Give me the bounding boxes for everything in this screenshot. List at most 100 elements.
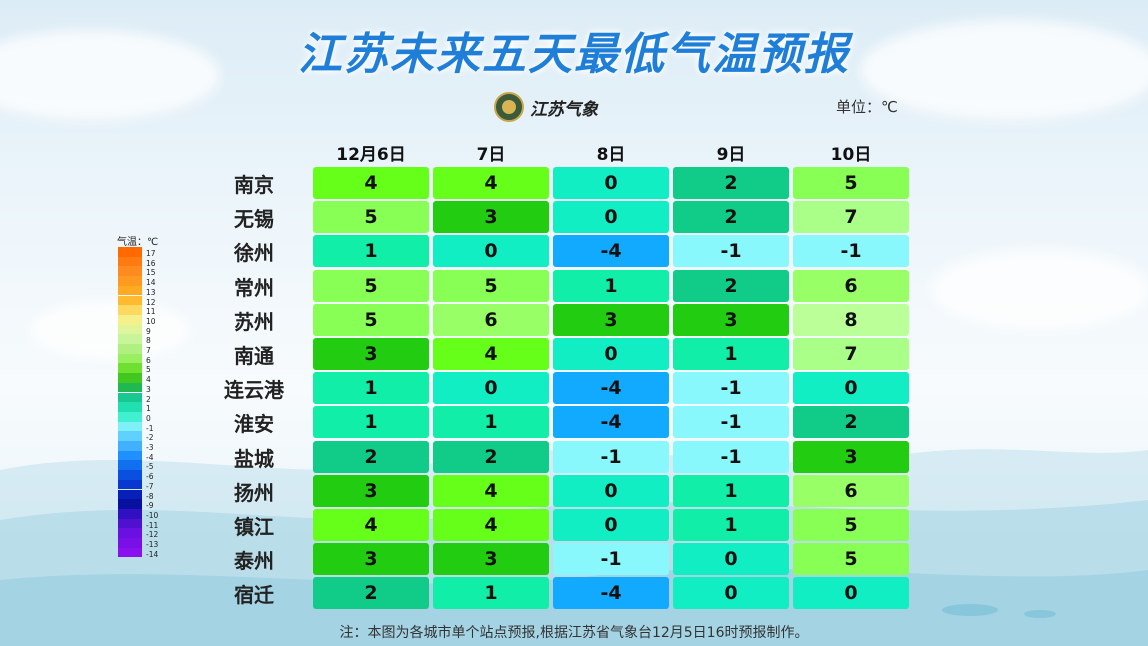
temperature-cell: -4: [553, 235, 669, 268]
legend-swatch: [118, 460, 142, 471]
temperature-cell: 4: [433, 509, 549, 541]
legend-label: -3: [146, 443, 154, 452]
legend-swatch: [118, 518, 142, 529]
legend-label: 12: [146, 297, 156, 307]
temperature-cell: 1: [433, 577, 549, 610]
temperature-cell: -1: [793, 235, 909, 268]
temperature-cell: 1: [313, 235, 429, 268]
column-header: 8日: [596, 145, 626, 165]
temperature-cell: 3: [433, 201, 549, 234]
column-header: 7日: [476, 145, 506, 165]
temperature-cell: -1: [673, 440, 789, 473]
temperature-cell: 3: [793, 440, 909, 473]
city-label: 无锡: [234, 207, 274, 232]
footnote: 注：本图为各城市单个站点预报,根据江苏省气象台12月5日16时预报制作。: [339, 625, 809, 641]
legend-swatch: [118, 295, 142, 306]
temperature-cell: 4: [433, 338, 549, 370]
cloud-decoration: [30, 300, 190, 360]
legend-label: 1: [146, 404, 151, 414]
temperature-cell: -4: [553, 577, 669, 610]
temperature-cell: 2: [313, 577, 429, 610]
temperature-cell: 2: [793, 406, 909, 439]
legend-label: 6: [146, 355, 151, 365]
legend-label: -4: [146, 452, 154, 462]
temperature-cell: 1: [673, 474, 789, 507]
temperature-cell: 1: [313, 406, 429, 439]
legend-label: 3: [146, 384, 151, 394]
city-label: 南京: [234, 173, 274, 197]
temperature-cell: 5: [313, 303, 429, 336]
temperature-cell: 0: [553, 338, 669, 370]
cloud-decoration: [860, 20, 1148, 120]
city-label: 徐州: [234, 241, 274, 266]
legend-label: 2: [146, 394, 151, 404]
legend-swatch: [118, 402, 142, 412]
legend-swatch: [118, 344, 142, 354]
unit-label: 单位：℃: [836, 98, 898, 116]
legend-swatch: [118, 470, 142, 480]
temperature-cell: 7: [793, 338, 909, 370]
legend-swatch: [118, 450, 142, 461]
temperature-cell: 0: [793, 577, 909, 610]
temperature-cell: 0: [553, 201, 669, 234]
city-label: 南通: [234, 344, 274, 368]
legend-label: 8: [146, 336, 151, 346]
temperature-cell: 6: [433, 303, 549, 336]
temperature-cell: 0: [553, 167, 669, 199]
legend-label: 7: [146, 346, 151, 355]
temperature-cell: 4: [433, 474, 549, 507]
temperature-cell: 3: [433, 543, 549, 576]
legend-label: 10: [146, 316, 156, 326]
logo-text: 江苏气象: [530, 99, 598, 120]
temperature-cell: -1: [553, 543, 669, 576]
temperature-cell: 0: [433, 235, 549, 268]
legend-swatch: [118, 276, 142, 286]
column-header: 10日: [830, 145, 872, 165]
temperature-cell: 0: [433, 372, 549, 405]
legend-swatch: [118, 324, 142, 335]
temperature-cell: 7: [793, 201, 909, 234]
legend-label: 4: [146, 375, 151, 385]
city-label: 盐城: [234, 446, 274, 471]
legend-label: -6: [146, 472, 154, 482]
temperature-cell: -1: [673, 235, 789, 268]
legend-label: -8: [146, 491, 154, 501]
legend-swatch: [118, 363, 142, 374]
legend-label: -7: [146, 481, 154, 491]
temperature-cell: -4: [553, 372, 669, 405]
temperature-cell: 5: [793, 509, 909, 541]
legend-label: 16: [146, 258, 156, 268]
city-label: 淮安: [234, 412, 274, 437]
temperature-cell: -4: [553, 406, 669, 439]
legend-swatch: [118, 489, 142, 500]
temperature-cell: 2: [673, 201, 789, 234]
temperature-cell: 0: [673, 543, 789, 576]
temperature-cell: 1: [673, 338, 789, 370]
temperature-cell: 2: [313, 440, 429, 473]
legend-title: 气温：℃: [117, 237, 159, 248]
legend-label: -5: [146, 462, 154, 472]
legend-swatch: [118, 353, 142, 364]
legend-swatch: [118, 499, 142, 509]
legend-swatch: [118, 305, 142, 315]
city-label: 扬州: [234, 480, 274, 505]
temperature-cell: 5: [433, 269, 549, 302]
temperature-cell: 3: [313, 338, 429, 370]
legend-label: -13: [146, 540, 159, 549]
column-header: 9日: [716, 145, 746, 165]
temperature-cell: 2: [673, 167, 789, 199]
cloud-decoration: [930, 250, 1148, 330]
legend-swatch: [118, 479, 142, 490]
temperature-cell: 0: [793, 372, 909, 405]
temperature-cell: 0: [553, 474, 669, 507]
temperature-cell: 4: [433, 167, 549, 199]
temperature-cell: 5: [313, 269, 429, 302]
legend-label: 17: [146, 249, 156, 258]
temperature-cell: -1: [553, 440, 669, 473]
page-title: 江苏未来五天最低气温预报: [298, 29, 850, 80]
emblem-icon: [494, 92, 524, 122]
temperature-cell: 0: [553, 509, 669, 541]
legend-swatch: [118, 392, 142, 403]
column-header: 12月6日: [336, 145, 406, 165]
temperature-cell: 0: [673, 577, 789, 610]
